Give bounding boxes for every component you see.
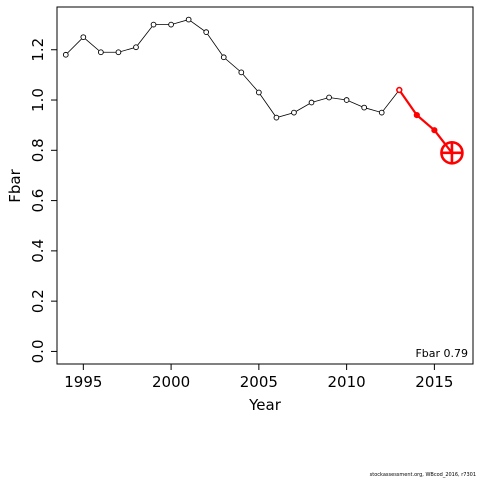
- data-point: [133, 44, 139, 51]
- data-point: [115, 49, 122, 56]
- x-tick-label: 2015: [415, 373, 453, 391]
- y-tick-label: 1.2: [29, 38, 47, 62]
- data-point: [150, 21, 157, 28]
- data-point: [326, 94, 332, 101]
- data-point: [185, 16, 192, 23]
- data-point: [168, 21, 174, 28]
- y-axis: 0.0 0.2 0.4 0.6 0.8 1.0 1.2: [29, 38, 58, 363]
- x-tick-label: 1995: [64, 373, 102, 391]
- data-point: [273, 114, 280, 121]
- x-tick-label: 2010: [328, 373, 366, 391]
- x-tick-label: 2005: [240, 373, 278, 391]
- data-point: [291, 109, 297, 116]
- y-tick-label: 0.4: [29, 239, 47, 263]
- x-axis-title: Year: [248, 396, 282, 414]
- data-point: [378, 109, 385, 116]
- data-point: [80, 34, 87, 41]
- y-axis-title: Fbar: [6, 168, 24, 202]
- plot-frame: [56, 6, 474, 365]
- data-point: [203, 29, 210, 35]
- data-point: [98, 49, 104, 56]
- y-tick-label: 0.2: [29, 289, 47, 313]
- projection-point: [413, 112, 420, 119]
- projection-point: [431, 127, 438, 134]
- data-point: [238, 69, 245, 76]
- y-tick-label: 1.0: [29, 88, 47, 112]
- data-point: [361, 104, 368, 111]
- data-point: [308, 99, 315, 106]
- data-point: [62, 51, 69, 58]
- y-tick-label: 0.6: [29, 189, 47, 213]
- highlight-point-marker: [440, 141, 464, 165]
- data-point: [343, 97, 350, 103]
- x-axis: 1995 2000 2005 2010 2015: [64, 363, 453, 391]
- series-layer: [62, 16, 464, 165]
- credit-text: stockassessment.org, WBcod_2016, r7301: [369, 472, 476, 478]
- data-point: [220, 54, 227, 61]
- fbar-annotation: Fbar 0.79: [415, 347, 468, 360]
- projection-point: [396, 86, 403, 94]
- data-point: [256, 89, 262, 96]
- y-tick-label: 0.0: [29, 339, 47, 363]
- series-line-historic: [65, 19, 400, 119]
- x-tick-label: 2000: [152, 373, 190, 391]
- series-line-projection: [398, 89, 453, 154]
- y-tick-label: 0.8: [29, 138, 47, 162]
